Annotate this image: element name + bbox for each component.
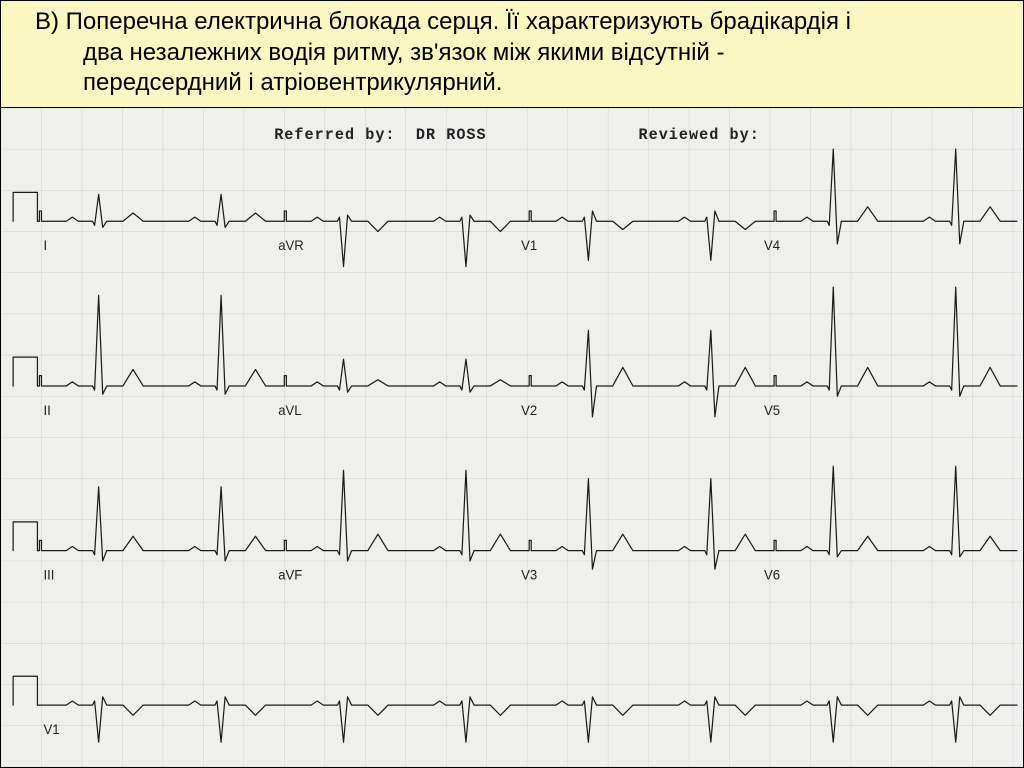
lead-label-ii: II [43, 403, 50, 418]
answer-text: В) Поперечна електрична блокада серця. Ї… [61, 7, 1011, 99]
lead-label-v2: V2 [521, 403, 537, 418]
lead-label-avf: aVF [278, 568, 302, 583]
lead-label-v1-rhythm: V1 [43, 722, 59, 737]
calibration-pulse [13, 522, 37, 551]
ecg-referred-label: Referred by: [274, 126, 395, 144]
lead-label-v1: V1 [521, 238, 537, 253]
lead-label-v6: V6 [764, 568, 780, 583]
lead-label-i: I [43, 238, 47, 253]
page-frame: В) Поперечна електрична блокада серця. Ї… [0, 0, 1024, 768]
lead-label-avl: aVL [278, 403, 301, 418]
lead-label-v5: V5 [764, 403, 780, 418]
ecg-panel: Referred by: DR ROSS Reviewed by: IaVR V1 V4 I… [1, 108, 1023, 767]
answer-block: В) Поперечна електрична блокада серця. Ї… [1, 1, 1023, 108]
lead-label-v4: V4 [764, 238, 780, 253]
ecg-svg: Referred by: DR ROSS Reviewed by: IaVR V1 V4 I… [1, 108, 1023, 767]
lead-label-v3: V3 [521, 568, 537, 583]
ecg-referred-value: DR ROSS [416, 126, 487, 144]
calibration-pulse [13, 676, 37, 705]
ecg-reviewed-label: Reviewed by: [638, 126, 759, 144]
lead-label-avr: aVR [278, 238, 304, 253]
calibration-pulse [13, 193, 37, 222]
lead-label-iii: III [43, 568, 54, 583]
calibration-pulse [13, 357, 37, 386]
